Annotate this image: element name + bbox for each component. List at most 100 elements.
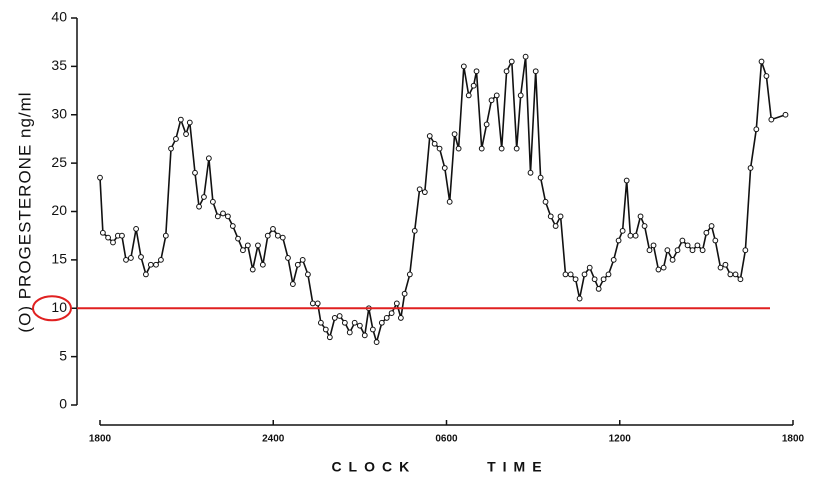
data-point (309, 300, 316, 307)
data-point (703, 229, 710, 236)
data-point (572, 276, 579, 283)
data-point (436, 145, 443, 152)
data-point (455, 145, 462, 152)
data-point (264, 232, 271, 239)
data-point (646, 247, 653, 254)
y-tick-label: 35 (51, 57, 67, 73)
data-point (378, 319, 385, 326)
data-point (542, 198, 549, 205)
data-point (285, 255, 291, 261)
data-point (641, 223, 648, 229)
data-point (632, 232, 639, 239)
data-point (168, 145, 174, 152)
data-point (717, 264, 724, 271)
data-point (369, 326, 376, 333)
data-point (727, 271, 734, 278)
data-point (488, 97, 495, 104)
data-point (406, 271, 413, 278)
y-tick-label: 40 (51, 9, 67, 25)
data-point (317, 319, 324, 326)
data-point (373, 339, 380, 346)
data-point (557, 213, 564, 220)
data-point (712, 237, 719, 244)
data-point (732, 271, 739, 278)
data-point (503, 68, 510, 75)
data-point (99, 229, 106, 236)
data-point (586, 264, 593, 271)
data-point (147, 261, 154, 268)
data-point (133, 226, 139, 232)
data-point (679, 237, 686, 244)
data-point (214, 213, 221, 220)
data-point (235, 235, 241, 242)
data-point (619, 227, 626, 234)
data-point (473, 68, 480, 75)
data-point (255, 242, 261, 249)
data-point (249, 266, 256, 273)
data-point (547, 213, 554, 220)
data-point (674, 247, 681, 254)
x-tick-label: 0600 (435, 434, 458, 445)
data-point (689, 247, 696, 254)
data-point (655, 266, 662, 273)
data-point (527, 169, 534, 176)
y-tick-label: 0 (59, 396, 67, 412)
data-point (341, 319, 348, 326)
data-point (591, 276, 598, 283)
data-point (522, 53, 529, 60)
data-point (637, 213, 644, 220)
data-point (416, 186, 423, 193)
data-point (460, 63, 467, 70)
data-point (393, 300, 400, 307)
y-tick-label: 30 (51, 105, 67, 121)
data-point (650, 242, 657, 249)
data-point (562, 271, 569, 278)
data-point (270, 226, 276, 232)
data-point (470, 82, 477, 89)
data-point (383, 315, 390, 321)
data-point (567, 271, 574, 278)
data-point (162, 232, 169, 239)
data-point (508, 58, 515, 65)
data-point (314, 300, 321, 307)
data-point (331, 315, 338, 321)
data-point (610, 256, 617, 263)
data-point (361, 332, 368, 339)
data-point (158, 256, 164, 263)
data-point (220, 210, 226, 217)
data-point (605, 271, 612, 278)
data-point (97, 174, 103, 181)
data-point (177, 116, 184, 123)
data-point (441, 165, 448, 171)
data-point (210, 198, 216, 205)
data-point (478, 145, 485, 152)
data-point (694, 242, 701, 249)
data-point (708, 223, 715, 229)
data-point (259, 261, 266, 268)
data-point (747, 165, 754, 171)
data-point (322, 326, 329, 333)
data-point (664, 247, 671, 254)
data-point (229, 223, 236, 229)
data-point (722, 261, 729, 268)
data-point (742, 247, 749, 254)
data-point (623, 177, 630, 184)
data-point (498, 145, 505, 152)
data-point (669, 256, 676, 263)
data-point (758, 58, 765, 65)
x-tick-label: 2400 (262, 434, 285, 445)
data-point (576, 295, 583, 302)
data-point (660, 264, 667, 271)
data-point (763, 73, 770, 79)
data-point (110, 239, 116, 246)
data-point (615, 237, 622, 244)
y-tick-label: 25 (51, 154, 67, 170)
data-point (289, 281, 296, 287)
data-point (684, 242, 691, 249)
data-point (782, 111, 789, 118)
data-point (205, 155, 212, 162)
data-point (351, 319, 358, 326)
data-point (483, 121, 490, 128)
data-point (552, 223, 559, 229)
data-point (196, 203, 202, 210)
